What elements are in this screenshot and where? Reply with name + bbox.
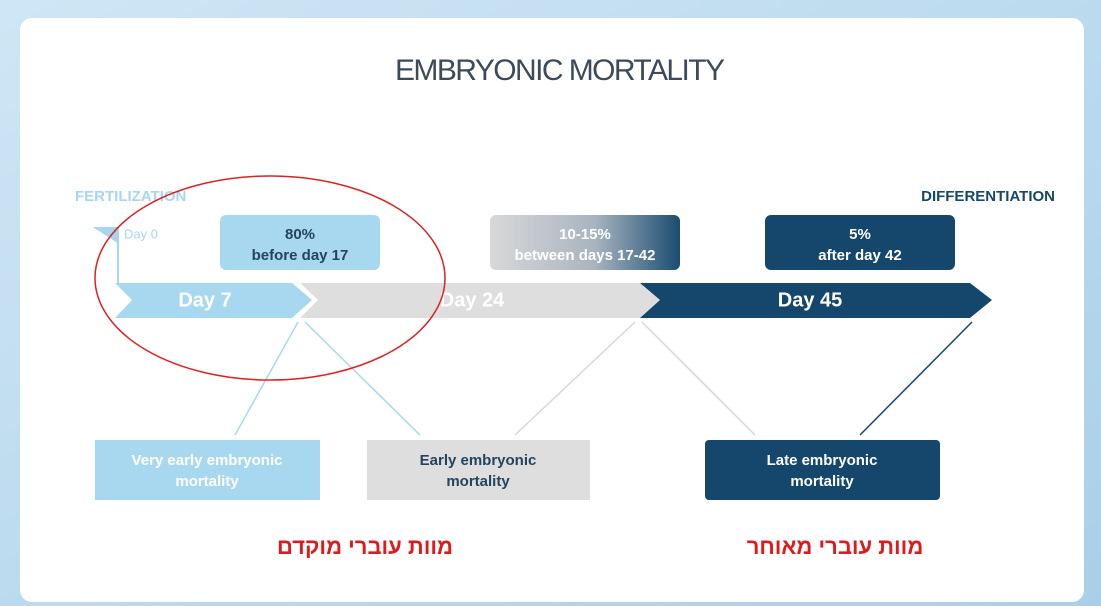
phase-label: Very early embryonic (132, 452, 283, 469)
annotation: מוות עוברי מאוחר (747, 534, 924, 559)
milestone-end: DIFFERENTIATION (921, 188, 1055, 205)
stat-percent: 10-15% (559, 226, 611, 243)
diagram: EMBRYONIC MORTALITY FERTILIZATION DIFFER… (0, 0, 1101, 606)
phase-label: mortality (446, 473, 510, 490)
annotation: מוות עוברי מוקדם (277, 534, 453, 559)
stat-period: after day 42 (818, 247, 901, 264)
phase-box (95, 440, 320, 500)
phase-box (705, 440, 940, 500)
timeline-label: Day 24 (440, 289, 505, 311)
stat-period: between days 17-42 (515, 247, 656, 264)
stat-percent: 5% (849, 226, 871, 243)
stat-period: before day 17 (252, 247, 349, 264)
timeline-label: Day 45 (778, 289, 843, 311)
day0-label: Day 0 (124, 226, 158, 241)
milestone-start: FERTILIZATION (75, 188, 186, 205)
phase-label: Late embryonic (767, 452, 878, 469)
stat-percent: 80% (285, 226, 315, 243)
phase-label: mortality (175, 473, 239, 490)
phase-box (367, 440, 590, 500)
phase-label: mortality (790, 473, 854, 490)
title: EMBRYONIC MORTALITY (395, 54, 725, 87)
phase-label: Early embryonic (420, 452, 537, 469)
timeline-label: Day 7 (178, 289, 231, 311)
page: {"title": "EMBRYONIC MORTALITY", "milest… (0, 0, 1101, 606)
